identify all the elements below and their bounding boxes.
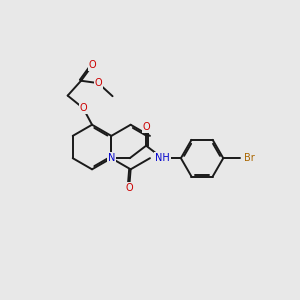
- Text: O: O: [79, 103, 87, 113]
- Text: O: O: [94, 78, 102, 88]
- Text: O: O: [142, 122, 150, 132]
- Text: N: N: [108, 153, 115, 163]
- Text: O: O: [88, 60, 96, 70]
- Text: O: O: [125, 183, 133, 193]
- Text: Br: Br: [244, 153, 255, 163]
- Text: NH: NH: [155, 153, 170, 163]
